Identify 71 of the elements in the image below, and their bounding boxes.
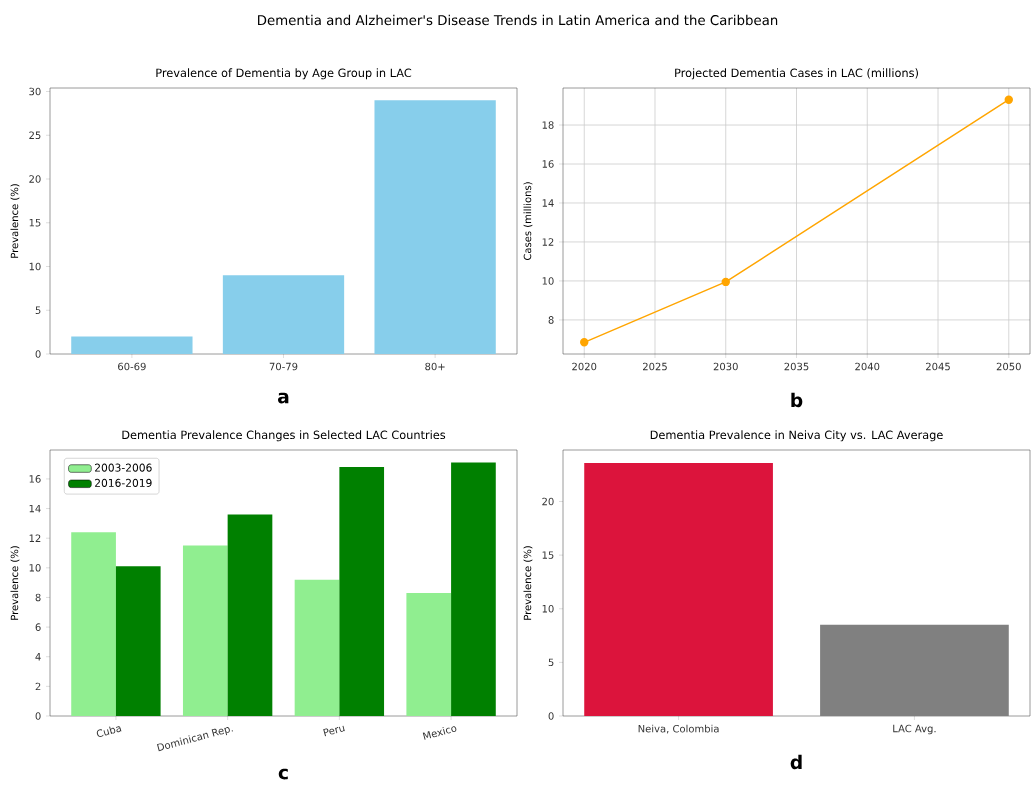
y-tick-label: 16 [29,475,41,483]
bar [222,275,345,355]
y-tick-label: 10 [542,604,554,613]
y-tick-label: 12 [542,238,554,246]
y-tick-label: 30 [29,87,41,96]
x-axis-title: d [790,754,802,770]
x-tick-label: Cuba [96,726,122,737]
point [580,338,589,347]
y-tick-label: 10 [542,277,554,285]
y-tick-label: 16 [542,160,554,168]
y-tick-label: 18 [542,121,554,129]
chart-title: Dementia Prevalence in Neiva City vs. LAC Average [650,430,943,442]
chart-title: Dementia Prevalence Changes in Selected LAC Countries [122,430,446,442]
y-axis-title: Prevalence (%) [10,184,20,258]
y-tick-label: 6 [35,623,41,631]
x-tick-label: 2025 [643,362,667,371]
y-tick-label: 12 [29,534,41,542]
y-tick-label: 8 [548,316,554,324]
x-tick-label: 2035 [784,362,809,371]
bar [182,545,228,717]
bar [115,566,161,717]
x-tick-label: 2050 [996,362,1021,371]
chart-title: Prevalence of Dementia by Age Group in LAC [156,68,412,80]
y-tick-label: 10 [29,564,41,572]
y-tick-label: 25 [29,131,41,140]
x-tick-label: 2020 [572,362,597,371]
bar [71,532,116,717]
bar [227,514,273,717]
point [721,277,730,287]
x-axis-title: a [278,392,289,404]
bar [294,579,340,717]
x-tick-label: 2045 [926,362,950,371]
y-tick-label: 5 [548,658,554,667]
x-axis-title: c [278,768,288,780]
bar [71,336,193,355]
x-tick-label: 2040 [855,362,880,371]
x-axis-title: b [791,392,803,408]
y-tick-label: 15 [29,219,41,227]
y-tick-label: 0 [548,712,554,720]
x-tick-label: 70-79 [269,362,298,371]
x-tick-label: 60-69 [118,362,146,371]
x-tick-label: Peru [323,725,345,737]
x-tick-label: LAC Avg. [893,724,936,735]
y-tick-label: 10 [29,262,41,271]
y-tick-label: 14 [542,199,554,207]
legend-label: 2016-2019 [95,478,152,487]
y-axis-title: Cases (millions) [523,182,533,261]
y-tick-label: 0 [35,350,41,358]
x-tick-label: 80+ [425,362,445,371]
chart-title: Projected Dementia Cases in LAC (millions) [675,68,918,80]
y-tick-label: 0 [35,712,41,720]
y-axis-title: Prevalence (%) [523,546,533,620]
bar [374,100,496,355]
y-tick-label: 5 [35,306,41,314]
y-tick-label: 14 [29,504,41,513]
x-tick-label: 2030 [713,362,738,371]
point [1004,95,1013,104]
legend-label: 2003-2006 [95,463,152,472]
y-tick-label: 4 [35,653,41,661]
x-tick-label: Mexico [422,726,457,740]
y-tick-label: 2 [35,682,41,691]
y-tick-label: 20 [29,175,41,183]
bar [451,462,496,717]
y-tick-label: 8 [35,593,41,602]
x-tick-label: Neiva, Colombia [638,724,719,734]
y-tick-label: 15 [542,551,554,559]
y-axis-title: Prevalence (%) [10,546,20,620]
bar [339,467,385,717]
text: Dementia and Alzheimer's Disease Trends in Latin America and the Caribbean [258,14,778,26]
bar [406,593,452,717]
y-tick-label: 20 [542,497,554,506]
